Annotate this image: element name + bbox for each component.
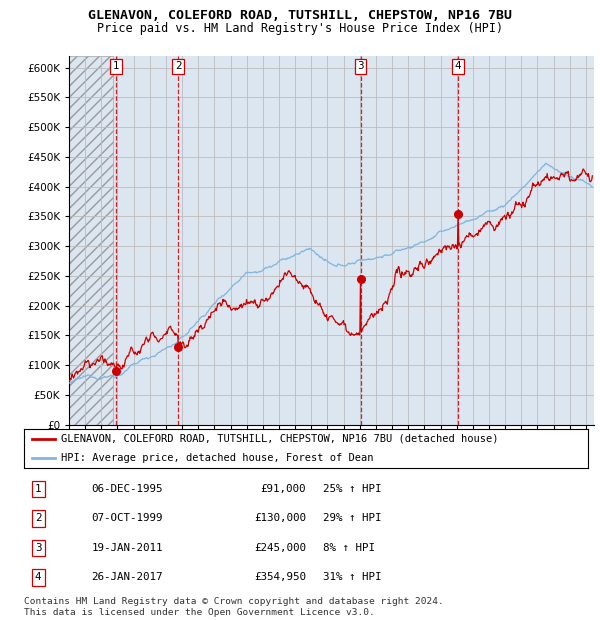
Text: 1: 1 xyxy=(113,61,119,71)
Text: £354,950: £354,950 xyxy=(254,572,306,582)
Text: 26-JAN-2017: 26-JAN-2017 xyxy=(92,572,163,582)
Text: £245,000: £245,000 xyxy=(254,543,306,553)
Text: 2: 2 xyxy=(175,61,182,71)
Text: 8% ↑ HPI: 8% ↑ HPI xyxy=(323,543,375,553)
Text: 19-JAN-2011: 19-JAN-2011 xyxy=(92,543,163,553)
Text: 3: 3 xyxy=(357,61,364,71)
Text: 07-OCT-1999: 07-OCT-1999 xyxy=(92,513,163,523)
Text: 06-DEC-1995: 06-DEC-1995 xyxy=(92,484,163,494)
Text: GLENAVON, COLEFORD ROAD, TUTSHILL, CHEPSTOW, NP16 7BU (detached house): GLENAVON, COLEFORD ROAD, TUTSHILL, CHEPS… xyxy=(61,434,498,444)
Text: 4: 4 xyxy=(35,572,41,582)
Text: Contains HM Land Registry data © Crown copyright and database right 2024.
This d: Contains HM Land Registry data © Crown c… xyxy=(24,598,444,617)
Text: 3: 3 xyxy=(35,543,41,553)
Text: 1: 1 xyxy=(35,484,41,494)
Text: 25% ↑ HPI: 25% ↑ HPI xyxy=(323,484,382,494)
Text: Price paid vs. HM Land Registry's House Price Index (HPI): Price paid vs. HM Land Registry's House … xyxy=(97,22,503,35)
Bar xyxy=(69,56,113,425)
Text: GLENAVON, COLEFORD ROAD, TUTSHILL, CHEPSTOW, NP16 7BU: GLENAVON, COLEFORD ROAD, TUTSHILL, CHEPS… xyxy=(88,9,512,22)
Text: 4: 4 xyxy=(455,61,461,71)
Text: HPI: Average price, detached house, Forest of Dean: HPI: Average price, detached house, Fore… xyxy=(61,453,373,463)
Text: 31% ↑ HPI: 31% ↑ HPI xyxy=(323,572,382,582)
Text: £91,000: £91,000 xyxy=(260,484,306,494)
Text: 29% ↑ HPI: 29% ↑ HPI xyxy=(323,513,382,523)
Text: 2: 2 xyxy=(35,513,41,523)
Text: £130,000: £130,000 xyxy=(254,513,306,523)
